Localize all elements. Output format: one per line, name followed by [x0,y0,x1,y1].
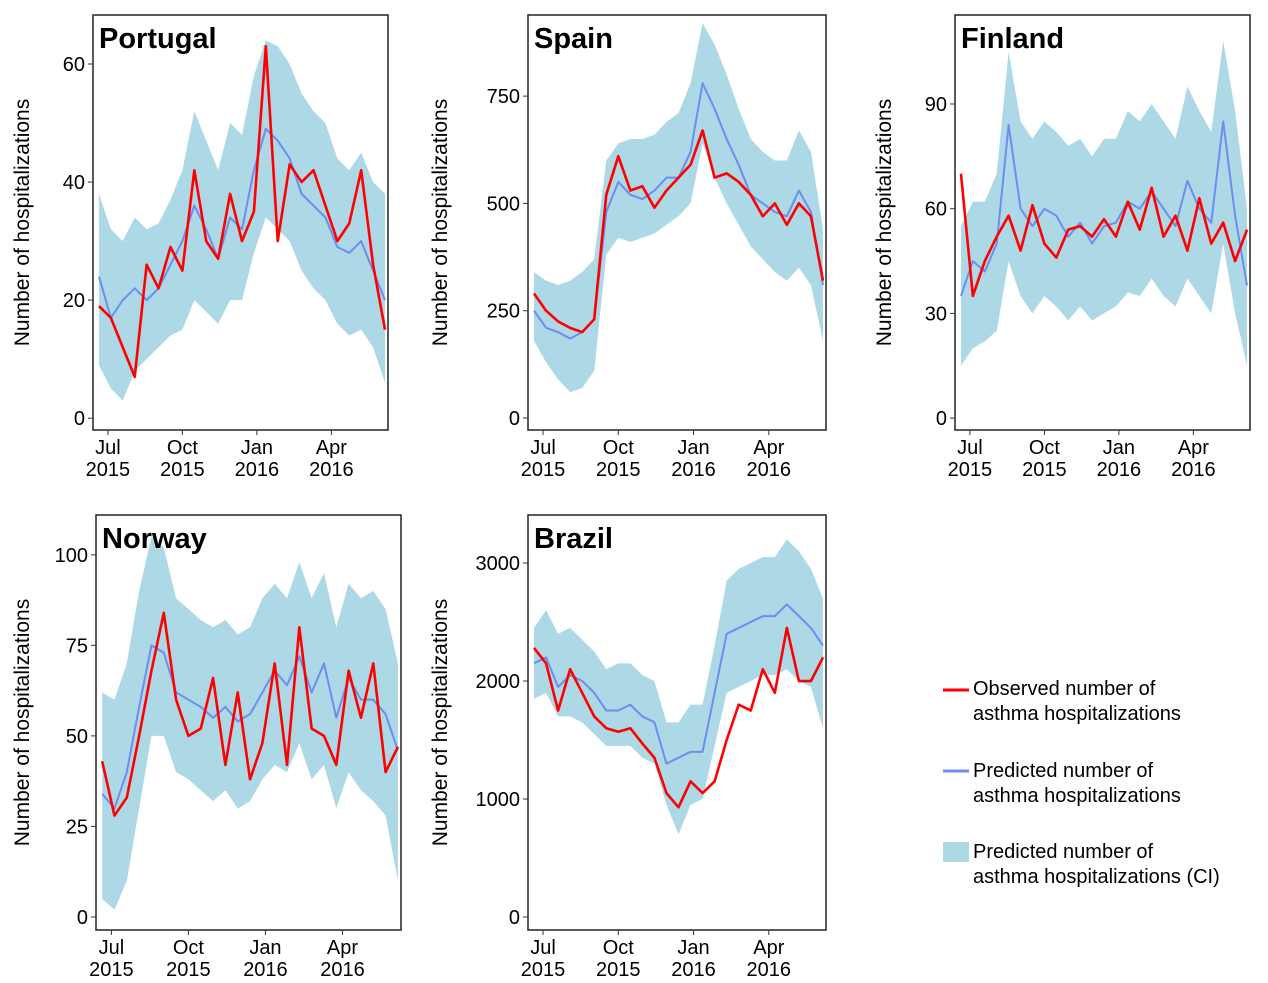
y-tick-label: 250 [487,301,520,323]
plot-frame [92,14,389,431]
x-tick-label: Apr 2016 [309,437,354,481]
y-tick-label: 0 [509,907,520,929]
panel-title: Norway [102,523,207,555]
x-tick-label: Oct 2015 [1022,437,1067,481]
y-tick-label: 60 [63,54,85,76]
ci-band [534,23,823,393]
x-tick-label: Oct 2015 [596,937,641,981]
y-tick-label: 50 [66,726,88,748]
y-tick-label: 3000 [476,553,521,575]
x-tick-label: Oct 2015 [596,437,641,481]
predicted-line [960,120,1249,297]
observed-line [98,44,387,379]
y-tick-label: 1000 [476,789,521,811]
legend-label: Predicted number of asthma hospitalizati… [973,841,1220,888]
ci-band [534,539,823,835]
panel-title: Portugal [99,23,217,55]
observed-line [532,129,825,334]
y-tick-label: 30 [925,303,947,325]
x-tick-label: Oct 2015 [166,937,211,981]
x-tick-label: Oct 2015 [160,437,205,481]
y-tick-label: 25 [66,816,88,838]
y-tick-label: 500 [487,193,520,215]
plot-frame [954,14,1251,431]
x-tick-label: Apr 2016 [1171,437,1216,481]
x-tick-label: Apr 2016 [320,937,365,981]
y-tick-label: 750 [487,86,520,108]
plot-frame [527,514,827,931]
observed-line [959,173,1249,298]
x-tick-label: Jul 2015 [86,437,131,481]
y-tick-label: 0 [74,408,85,430]
y-axis-label: Number of hospitalizations [11,599,34,846]
legend-swatch [943,842,969,862]
x-tick-label: Apr 2016 [747,437,792,481]
panel-title: Spain [534,23,613,55]
y-tick-label: 90 [925,94,947,116]
y-tick-label: 0 [936,408,947,430]
y-axis-label: Number of hospitalizations [429,99,452,346]
x-tick-label: Jul 2015 [521,437,566,481]
panel-title: Brazil [534,523,613,555]
predicted-line [533,603,824,765]
x-tick-label: Jan 2016 [235,437,280,481]
x-tick-label: Jan 2016 [671,437,716,481]
panel-title: Finland [961,23,1064,55]
ci-band [960,41,1248,366]
y-axis-label: Number of hospitalizations [11,99,34,346]
ci-band [98,40,386,401]
y-tick-label: 75 [66,635,88,657]
y-tick-label: 60 [925,199,947,221]
observed-line [100,611,400,817]
predicted-line [97,127,386,319]
x-tick-label: Jul 2015 [89,937,134,981]
x-tick-label: Jan 2016 [243,937,288,981]
y-tick-label: 0 [509,408,520,430]
x-tick-label: Jul 2015 [948,437,993,481]
y-axis-label: Number of hospitalizations [873,99,896,346]
x-tick-label: Jan 2016 [1097,437,1142,481]
y-axis-label: Number of hospitalizations [429,599,452,846]
y-tick-label: 40 [63,172,85,194]
plot-frame [95,514,402,931]
x-tick-label: Apr 2016 [747,937,792,981]
plot-frame [527,14,827,431]
y-tick-label: 20 [63,290,85,312]
observed-line [532,626,825,809]
x-tick-label: Jul 2015 [521,937,566,981]
legend-label: Predicted number of asthma hospitalizati… [973,760,1181,807]
y-tick-label: 0 [77,907,88,929]
ci-band [102,536,398,910]
y-tick-label: 100 [55,545,88,567]
legend-label: Observed number of asthma hospitalizatio… [973,678,1181,725]
y-tick-label: 2000 [476,671,521,693]
x-tick-label: Jan 2016 [671,937,716,981]
